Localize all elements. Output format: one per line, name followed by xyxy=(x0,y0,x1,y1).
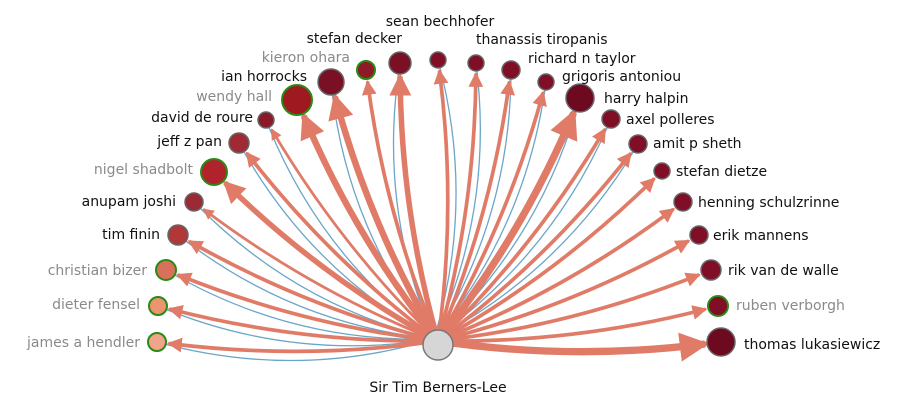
author-node-stefan-dietze[interactable] xyxy=(653,162,671,180)
author-label-tim-finin: tim finin xyxy=(102,227,160,243)
author-label-axel-polleres: axel polleres xyxy=(626,112,715,128)
outbound-edge-grigoris-antoniou xyxy=(436,90,547,343)
author-node-ruben-verborgh[interactable] xyxy=(707,295,729,317)
author-node-christian-bizer[interactable] xyxy=(155,259,177,281)
author-nodes xyxy=(147,51,736,357)
author-node-henning-schulzrinne[interactable] xyxy=(673,192,693,212)
author-label-henning-schulzrinne: henning schulzrinne xyxy=(698,195,839,211)
author-label-stefan-decker: stefan decker xyxy=(307,31,403,47)
author-label-jeff-z-pan: jeff z pan xyxy=(156,134,222,150)
inbound-edge-dieter-fensel xyxy=(157,305,435,347)
author-label-kieron-ohara: kieron ohara xyxy=(262,50,350,66)
author-node-harry-halpin[interactable] xyxy=(565,83,595,113)
author-node-axel-polleres[interactable] xyxy=(601,109,621,129)
outbound-edge-anupam-joshi xyxy=(202,208,440,343)
outbound-edge-ruben-verborgh xyxy=(436,305,708,343)
inbound-edge-christian-bizer xyxy=(165,269,435,340)
outbound-edge-thanassis-tiropanis xyxy=(436,72,484,343)
outbound-edge-stefan-decker xyxy=(389,73,441,344)
author-node-nigel-shadbolt[interactable] xyxy=(200,158,228,186)
author-label-grigoris-antoniou: grigoris antoniou xyxy=(562,69,681,85)
author-label-rik-van-de-walle: rik van de walle xyxy=(728,263,839,279)
author-label-james-a-hendler: james a hendler xyxy=(26,335,140,351)
author-node-richard-n-taylor[interactable] xyxy=(501,60,521,80)
author-node-stefan-decker[interactable] xyxy=(388,51,412,75)
outbound-edge-rik-van-de-walle xyxy=(436,272,701,343)
outbound-edge-thomas-lukasiewicz xyxy=(434,332,709,362)
author-node-david-de-roure[interactable] xyxy=(257,111,275,129)
inbound-edge-james-a-hendler xyxy=(156,338,435,362)
author-label-thomas-lukasiewicz: thomas lukasiewicz xyxy=(744,337,880,353)
author-node-anupam-joshi[interactable] xyxy=(184,192,204,212)
author-node-rik-van-de-walle[interactable] xyxy=(700,259,722,281)
author-label-ian-horrocks: ian horrocks xyxy=(221,69,307,85)
author-label-dieter-fensel: dieter fensel xyxy=(52,297,140,313)
author-node-amit-p-sheth[interactable] xyxy=(628,134,648,154)
author-label-erik-mannens: erik mannens xyxy=(713,228,809,244)
author-node-wendy-hall[interactable] xyxy=(281,84,313,116)
author-node-thomas-lukasiewicz[interactable] xyxy=(706,327,736,357)
outbound-edge-harry-halpin xyxy=(434,109,578,345)
author-label-christian-bizer: christian bizer xyxy=(48,263,148,279)
author-node-tim-finin[interactable] xyxy=(167,224,189,246)
author-label-ruben-verborgh: ruben verborgh xyxy=(736,298,845,314)
author-node-grigoris-antoniou[interactable] xyxy=(537,73,555,91)
author-label-stefan-dietze: stefan dietze xyxy=(676,164,767,180)
outbound-edge-stefan-dietze xyxy=(436,177,656,343)
outbound-edge-sean-bechhofer xyxy=(433,68,450,343)
inbound-edge-sean-bechhofer xyxy=(433,59,457,340)
outbound-edge-dieter-fensel xyxy=(167,305,440,343)
author-label-richard-n-taylor: richard n taylor xyxy=(528,51,636,67)
outbound-edge-nigel-shadbolt xyxy=(223,180,441,344)
author-label-thanassis-tiropanis: thanassis tiropanis xyxy=(476,32,608,48)
outbound-edge-henning-schulzrinne xyxy=(436,207,675,343)
author-label-david-de-roure: david de roure xyxy=(151,110,253,126)
outbound-edge-wendy-hall xyxy=(300,112,442,345)
author-node-kieron-ohara[interactable] xyxy=(356,60,376,80)
outbound-edge-axel-polleres xyxy=(436,127,607,343)
author-label-amit-p-sheth: amit p sheth xyxy=(653,136,742,152)
author-label-nigel-shadbolt: nigel shadbolt xyxy=(94,162,194,178)
author-label-wendy-hall: wendy hall xyxy=(196,89,272,105)
author-node-erik-mannens[interactable] xyxy=(689,225,709,245)
center-author-label: Sir Tim Berners-Lee xyxy=(369,380,506,396)
outbound-edge-jeff-z-pan xyxy=(245,151,440,343)
author-label-sean-bechhofer: sean bechhofer xyxy=(386,14,495,30)
author-node-ian-horrocks[interactable] xyxy=(317,68,345,96)
outbound-edge-erik-mannens xyxy=(436,239,691,343)
outbound-edge-ian-horrocks xyxy=(328,93,442,345)
outbound-edge-kieron-ohara xyxy=(361,79,440,343)
author-node-jeff-z-pan[interactable] xyxy=(228,132,250,154)
outbound-edges xyxy=(166,68,709,362)
author-node-dieter-fensel[interactable] xyxy=(148,296,168,316)
outbound-edge-david-de-roure xyxy=(270,128,440,343)
author-labels: james a hendler dieter fensel christian bi… xyxy=(26,14,880,353)
center-author-node[interactable] xyxy=(422,329,454,361)
outbound-edge-amit-p-sheth xyxy=(436,151,632,343)
author-node-james-a-hendler[interactable] xyxy=(147,332,167,352)
author-label-anupam-joshi: anupam joshi xyxy=(82,194,176,210)
author-node-thanassis-tiropanis[interactable] xyxy=(467,54,485,72)
outbound-edge-tim-finin xyxy=(187,240,440,343)
outbound-edge-christian-bizer xyxy=(176,272,440,343)
outbound-edge-james-a-hendler xyxy=(166,337,440,354)
author-label-harry-halpin: harry halpin xyxy=(604,91,688,107)
outbound-edge-richard-n-taylor xyxy=(436,79,515,343)
author-node-sean-bechhofer[interactable] xyxy=(429,51,447,69)
